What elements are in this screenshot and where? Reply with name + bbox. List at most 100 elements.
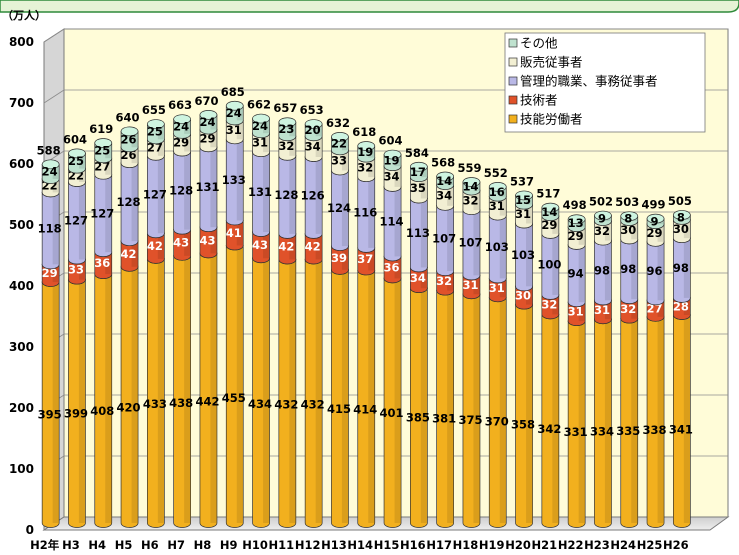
total-label: 640 <box>116 110 140 124</box>
data-label: 33 <box>68 263 84 277</box>
data-label: 341 <box>669 422 693 436</box>
bar-segment-shade <box>52 192 59 265</box>
x-tick-label: H18 <box>453 538 479 552</box>
bar-segment-shade <box>631 318 638 523</box>
data-label: 32 <box>594 224 610 238</box>
bar-segment-shade <box>210 227 217 254</box>
legend-swatch <box>508 95 518 105</box>
bar-segment-shade <box>368 247 375 271</box>
x-tick-label: H25 <box>637 538 663 552</box>
bar-segment <box>515 285 533 310</box>
bar-segment <box>304 156 323 239</box>
bar-segment <box>673 314 691 528</box>
bar-segment-shade <box>78 153 86 169</box>
data-label: 455 <box>222 391 246 405</box>
bar-segment-shade <box>499 215 506 279</box>
data-label: 24 <box>226 106 242 120</box>
bar-segment <box>436 290 454 528</box>
total-label: 559 <box>457 161 481 175</box>
bar-segment-cap <box>646 213 665 224</box>
data-label: 35 <box>410 181 426 195</box>
data-label: 395 <box>38 408 62 422</box>
bar-segment <box>410 287 428 528</box>
bar-segment-shade <box>394 166 401 187</box>
total-label: 568 <box>431 156 455 170</box>
bar-group: 401 36 114 34 19 604 <box>379 134 404 528</box>
x-tick-label: H26 <box>663 538 689 552</box>
bar-segment-cap <box>120 126 139 137</box>
data-label: 31 <box>515 207 531 221</box>
bar-segment-cap <box>252 113 270 124</box>
bar-segment-shade <box>473 182 480 191</box>
bar-segment <box>120 131 139 153</box>
bar-segment <box>94 251 113 279</box>
data-label: 32 <box>436 274 452 288</box>
bar-segment-shade <box>315 259 322 523</box>
bar-segment-shade <box>657 300 664 317</box>
bar-segment <box>594 220 612 246</box>
bar-segment <box>120 146 139 168</box>
bar-group: 341 28 98 308 505 <box>668 194 693 528</box>
bar-segment <box>304 233 323 265</box>
total-label: 552 <box>484 166 508 180</box>
x-tick-label: H6 <box>141 538 159 552</box>
bar-segment-shade <box>341 150 349 171</box>
data-label: 14 <box>436 174 452 188</box>
data-label: 25 <box>147 125 163 139</box>
data-label: 31 <box>252 136 268 150</box>
data-label: 29 <box>42 266 58 280</box>
data-label: 335 <box>616 424 640 438</box>
bar-segment <box>567 244 586 307</box>
total-label: 502 <box>589 195 613 209</box>
data-label: 127 <box>143 188 167 202</box>
data-label: 131 <box>195 180 219 194</box>
y-tick-label: 0 <box>26 523 34 537</box>
bar-segment <box>252 132 270 157</box>
bar-segment-shade <box>631 221 638 240</box>
data-label: 9 <box>598 211 606 225</box>
legend-label: 販売従事者 <box>520 55 583 70</box>
bar-segment-shade <box>210 253 217 523</box>
x-tick-label: H11 <box>269 538 295 552</box>
bar-segment-shade <box>52 282 59 523</box>
bar-segment <box>278 135 297 161</box>
bar-segment-shade <box>341 136 349 151</box>
data-label: 414 <box>353 402 377 416</box>
bar-group: 432 42 126 34 20 653 <box>300 103 325 528</box>
data-label: 126 <box>301 188 325 202</box>
bar-segment <box>567 226 586 250</box>
bar-segment <box>278 259 297 528</box>
data-label: 8 <box>624 212 632 226</box>
data-label: 29 <box>647 226 663 240</box>
bar-segment <box>199 226 218 259</box>
x-tick-label: H7 <box>167 538 185 552</box>
bar-segment <box>225 220 244 251</box>
bar-segment <box>278 233 297 265</box>
bar-segment-shade <box>657 241 664 301</box>
data-label: 133 <box>222 173 246 187</box>
bar-segment <box>646 316 665 528</box>
bar-segment-shade <box>289 155 296 234</box>
legend-box <box>504 32 706 133</box>
total-label: 588 <box>37 143 61 157</box>
data-label: 107 <box>458 236 482 250</box>
bar-segment-shade <box>657 224 664 242</box>
data-label: 14 <box>541 205 557 219</box>
bar-segment-shade <box>236 105 243 121</box>
bar-segment <box>488 196 507 221</box>
data-label: 31 <box>568 305 584 319</box>
data-label: 34 <box>436 188 452 202</box>
data-label: 31 <box>226 123 242 137</box>
total-label: 505 <box>668 194 692 208</box>
bar-segment <box>147 138 165 161</box>
bar-segment-shade <box>263 118 270 134</box>
data-label: 15 <box>515 193 531 207</box>
total-label: 685 <box>221 85 245 99</box>
data-label: 442 <box>195 395 219 409</box>
bar-segment <box>94 157 113 180</box>
bar-segment <box>488 296 507 528</box>
bar-segment-shade <box>78 168 86 183</box>
